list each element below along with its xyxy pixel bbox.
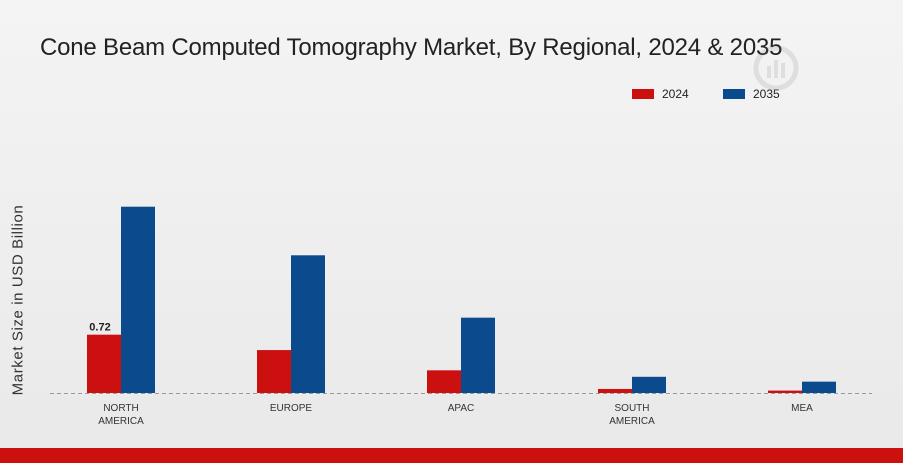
x-tick-label-3: SOUTH AMERICA xyxy=(609,403,655,427)
chart-title: Cone Beam Computed Tomography Market, By… xyxy=(40,34,783,61)
watermark-logo-icon xyxy=(753,45,799,91)
x-tick-label-1: EUROPE xyxy=(270,403,313,414)
bar-2024-0 xyxy=(87,334,121,393)
legend-label-2035: 2035 xyxy=(753,87,780,101)
legend-swatch-2035 xyxy=(723,89,745,99)
bar-2024-1 xyxy=(257,350,291,393)
bar-2035-3 xyxy=(632,376,666,393)
legend-item-2024: 2024 xyxy=(632,86,689,102)
legend-item-2035: 2035 xyxy=(723,86,780,102)
bar-2035-0 xyxy=(121,206,155,393)
data-label-2024-0: 0.72 xyxy=(89,322,110,334)
bar-2024-2 xyxy=(427,370,461,393)
bar-2024-3 xyxy=(598,388,632,393)
x-tick-label-0: NORTH AMERICA xyxy=(98,403,144,427)
x-tick-label-4: MEA xyxy=(791,403,813,414)
legend-label-2024: 2024 xyxy=(662,87,689,101)
x-tick-label-2: APAC xyxy=(448,403,475,414)
bar-2024-4 xyxy=(768,390,802,393)
bar-2035-2 xyxy=(461,317,495,393)
bar-2035-4 xyxy=(802,381,836,393)
bottom-accent-bar xyxy=(0,448,903,463)
bar-2035-1 xyxy=(291,255,325,393)
legend-swatch-2024 xyxy=(632,89,654,99)
